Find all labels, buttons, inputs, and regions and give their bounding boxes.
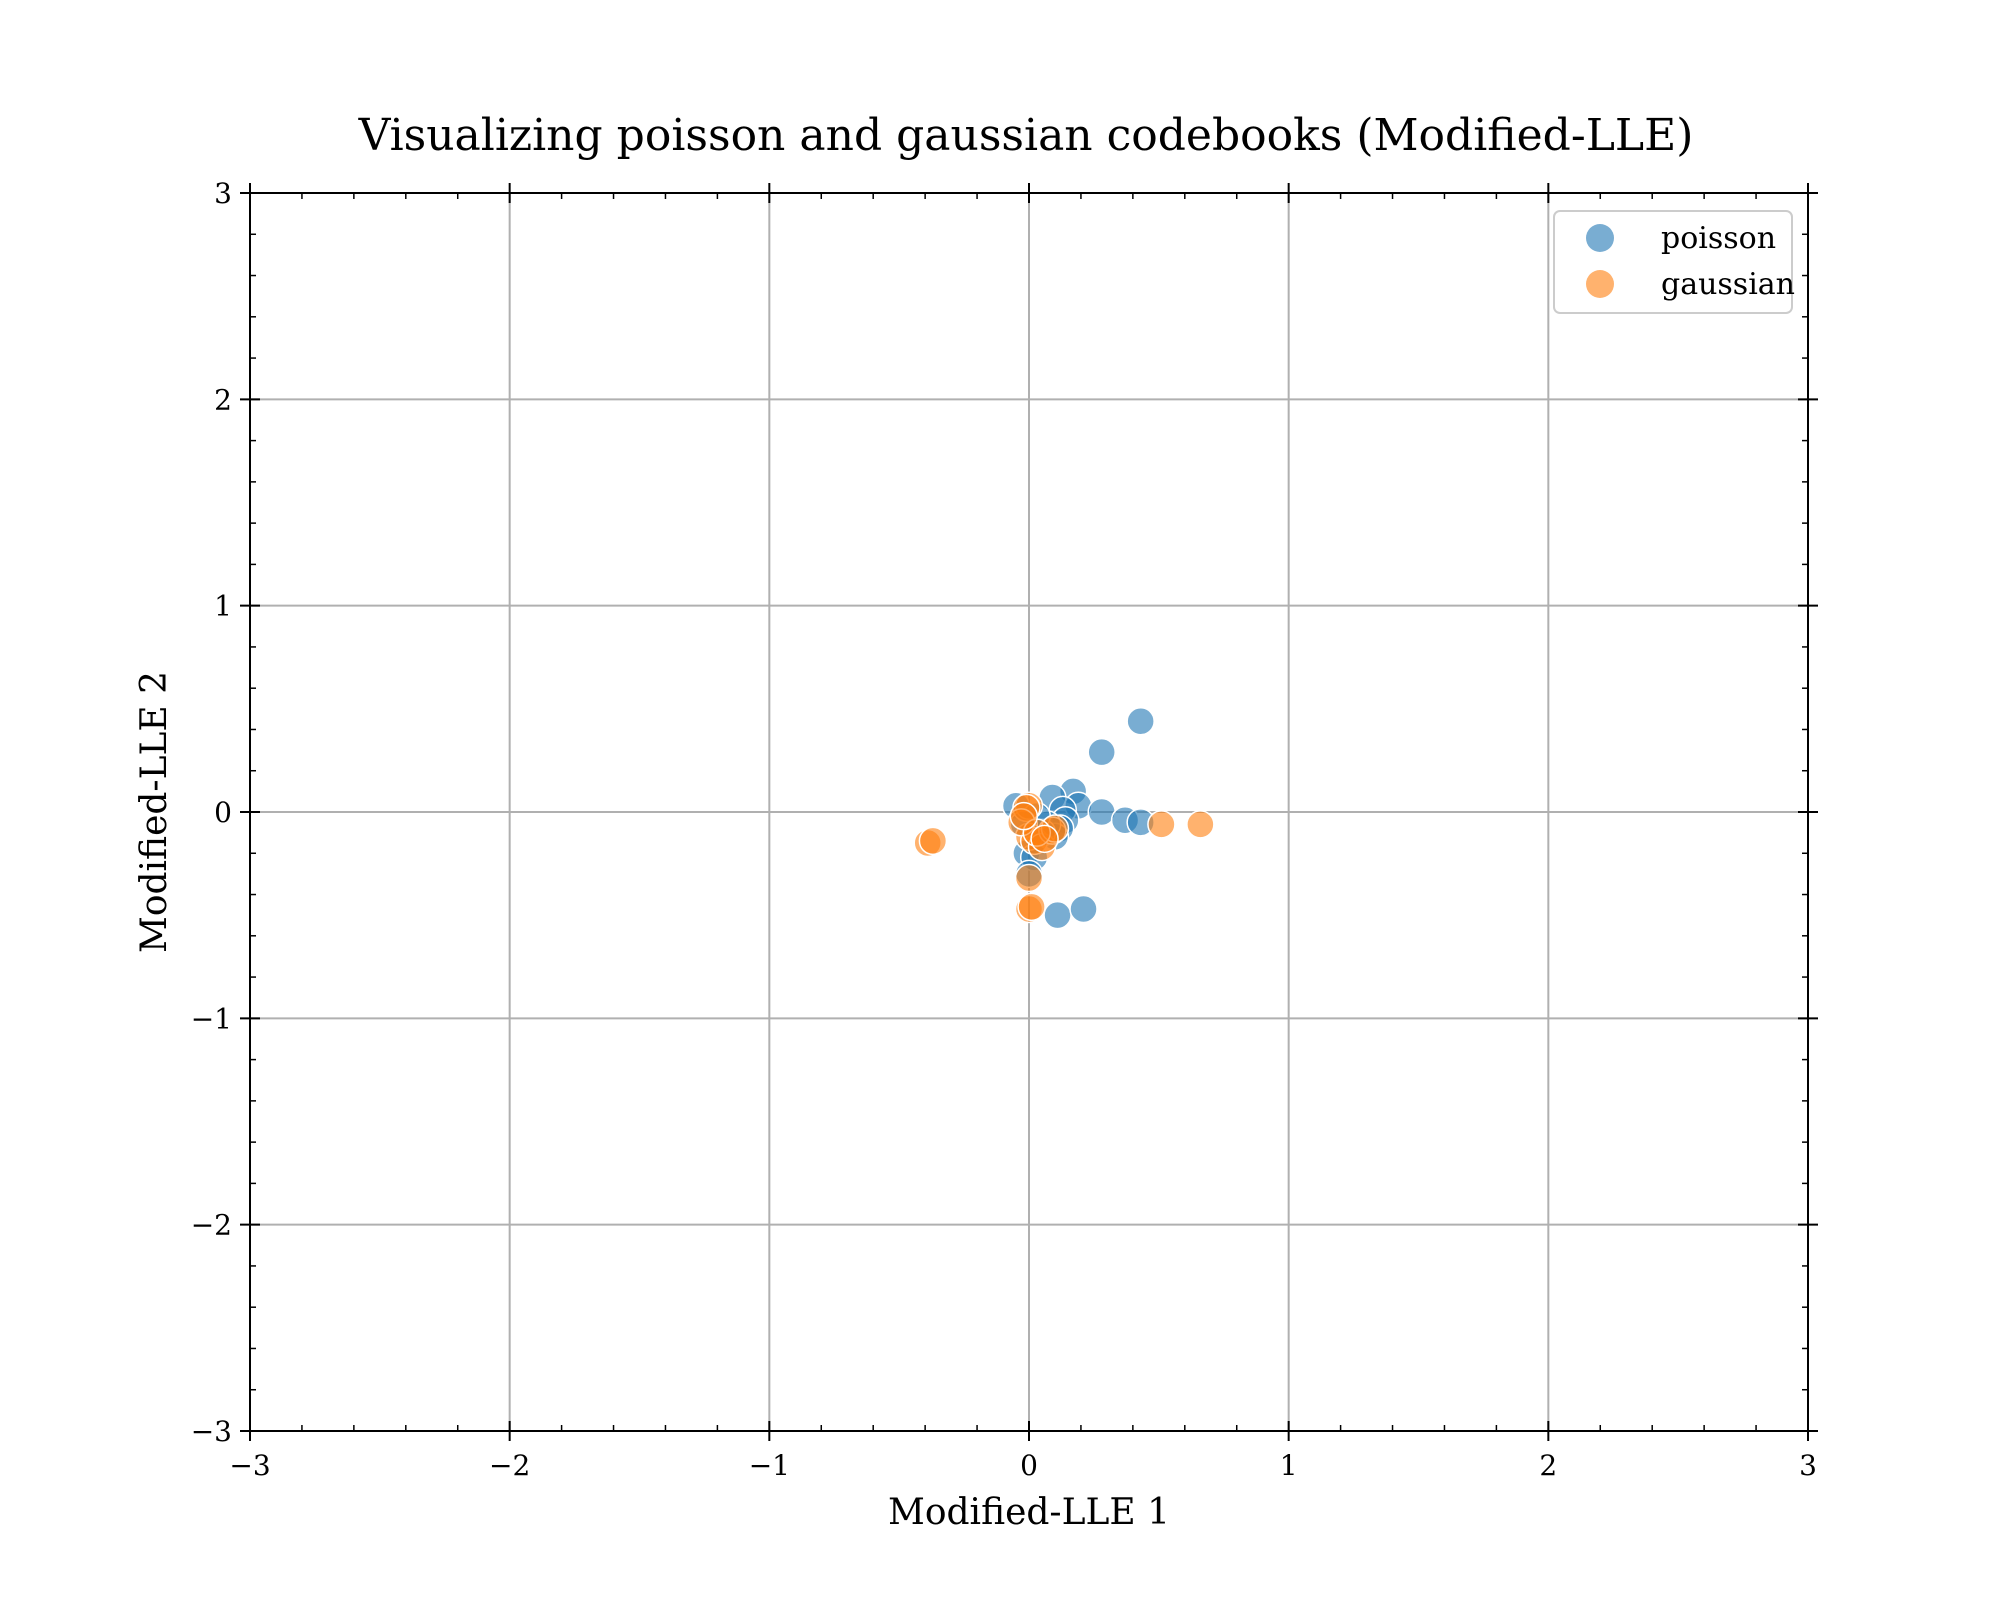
y-axis-label: Modified-LLE 2 — [134, 671, 175, 953]
scatter-point-poisson — [1043, 900, 1072, 930]
scatter-point-gaussian — [1009, 801, 1039, 831]
x-tick-label: 1 — [1280, 1449, 1298, 1482]
y-tick-label: 0 — [214, 796, 232, 829]
legend: poisson gaussian — [1553, 210, 1795, 314]
data-points — [913, 706, 1215, 930]
scatter-point-gaussian — [1017, 892, 1046, 922]
x-tick-label: −1 — [749, 1449, 790, 1482]
scatter-point-poisson — [1126, 706, 1155, 736]
x-tick-label: −3 — [229, 1449, 270, 1482]
scatter-point-gaussian — [918, 826, 948, 856]
legend-label-gaussian: gaussian — [1661, 267, 1795, 302]
x-tick-label: 2 — [1539, 1449, 1557, 1482]
y-tick-label: 2 — [214, 383, 232, 416]
x-tick-label: 3 — [1799, 1449, 1817, 1482]
x-tick-label: −2 — [489, 1449, 530, 1482]
scatter-point-gaussian — [1147, 810, 1176, 839]
y-tick-label: −3 — [191, 1415, 232, 1448]
y-tick-label: 1 — [214, 590, 232, 623]
scatter-point-gaussian — [1186, 810, 1215, 839]
scatter-point-gaussian — [1014, 863, 1044, 893]
x-tick-label: 0 — [1020, 1449, 1038, 1482]
axis-ticks: −3 −2 −1 0 1 2 3 −3 −2 −1 0 1 2 3 — [191, 177, 1818, 1482]
y-tick-label: −1 — [191, 1002, 232, 1035]
scatter-point-gaussian — [1030, 824, 1059, 854]
grid — [250, 193, 1808, 1431]
y-tick-label: 3 — [214, 177, 232, 210]
scatter-point-poisson — [1087, 737, 1116, 767]
legend-label-poisson: poisson — [1661, 221, 1776, 256]
chart-title: Visualizing poisson and gaussian codeboo… — [358, 110, 1694, 161]
legend-marker-gaussian — [1586, 270, 1614, 298]
y-tick-label: −2 — [191, 1209, 232, 1242]
legend-marker-poisson — [1586, 224, 1614, 252]
plot-frame — [249, 192, 1809, 1432]
x-axis-label: Modified-LLE 1 — [888, 1492, 1170, 1533]
scatter-point-poisson — [1069, 894, 1098, 924]
